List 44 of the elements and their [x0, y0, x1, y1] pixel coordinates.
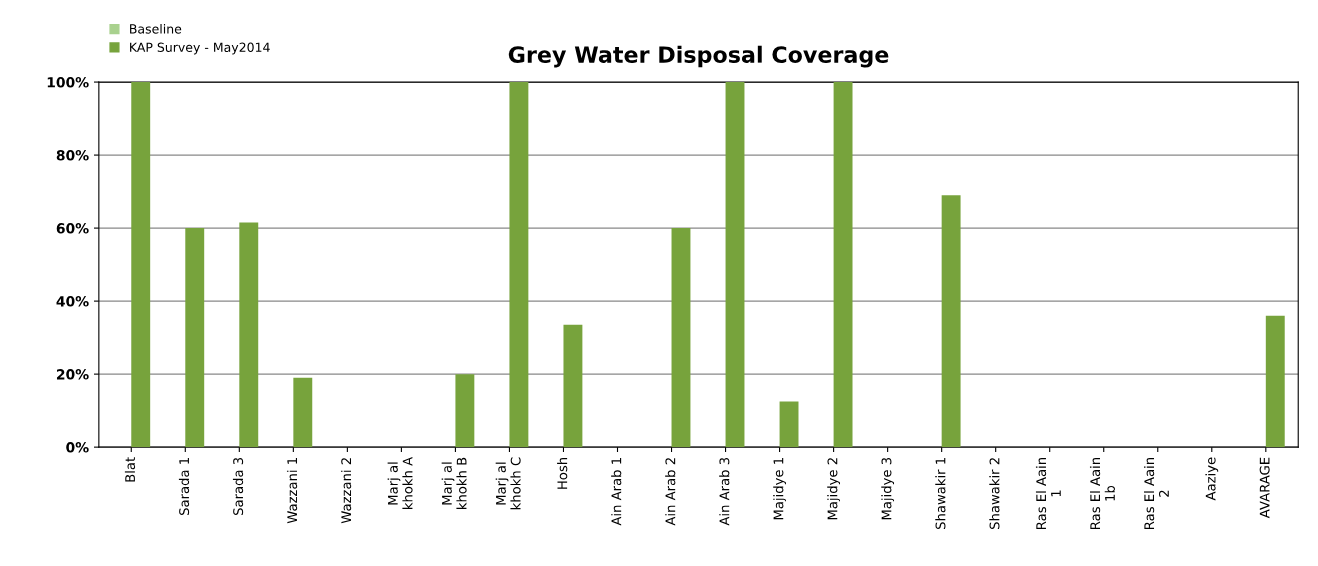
y-tick-label: 20%: [56, 369, 89, 380]
chart-title: Grey Water Disposal Coverage: [508, 45, 889, 68]
bar: [563, 324, 583, 448]
x-tick-label: Sarada 3: [232, 457, 244, 516]
x-tick-label: Ras El Aain 1b: [1089, 457, 1115, 529]
x-tick-label: Ain Arab 3: [719, 457, 730, 526]
x-tick-label: Shawakir 1: [935, 458, 946, 530]
bar: [779, 401, 799, 448]
legend-label: Baseline: [130, 23, 182, 34]
bar: [671, 228, 691, 448]
y-tick-label: 80%: [56, 150, 89, 161]
bar: [131, 82, 151, 448]
legend-label: KAP Survey - May2014: [130, 42, 270, 55]
y-tick-label: 40%: [56, 296, 89, 307]
bar: [293, 377, 313, 448]
x-tick-label: Marj al khokh A: [387, 456, 413, 509]
y-tick-label: 60%: [56, 223, 89, 234]
x-tick-label: Majidye 1: [773, 458, 786, 520]
x-tick-label: Wazzani 1: [286, 458, 298, 524]
x-tick-label: Shawakir 2: [989, 458, 1000, 530]
bar: [455, 374, 475, 448]
bar: [833, 82, 853, 448]
bar: [725, 82, 745, 448]
x-tick-label: Marj al khokh C: [495, 457, 521, 510]
x-tick-label: Wazzani 2: [340, 458, 352, 524]
bar: [239, 222, 259, 448]
x-tick-label: Hosh: [557, 457, 568, 489]
x-tick-label: Ain Arab 1: [611, 458, 622, 526]
bar: [1265, 315, 1285, 448]
bar: [941, 195, 961, 448]
x-tick-label: Ras El Aain 2: [1143, 457, 1169, 529]
x-tick-label: Majidye 3: [881, 457, 895, 520]
x-tick-label: Ras El Aain 1: [1035, 457, 1061, 529]
bar: [509, 82, 529, 448]
x-tick-label: Ain Arab 2: [665, 458, 676, 526]
x-tick-label: Marj al khokh B: [441, 457, 467, 509]
x-tick-label: AVARAGE: [1259, 457, 1270, 519]
bar: [185, 228, 205, 448]
x-tick-label: Aaziye: [1205, 457, 1219, 501]
y-tick-label: 0%: [66, 442, 89, 453]
x-tick-label: Majidye 2: [827, 458, 840, 520]
x-tick-label: Blat: [124, 457, 136, 482]
y-tick-label: 100%: [47, 77, 89, 88]
x-tick-label: Sarada 1: [178, 458, 190, 516]
